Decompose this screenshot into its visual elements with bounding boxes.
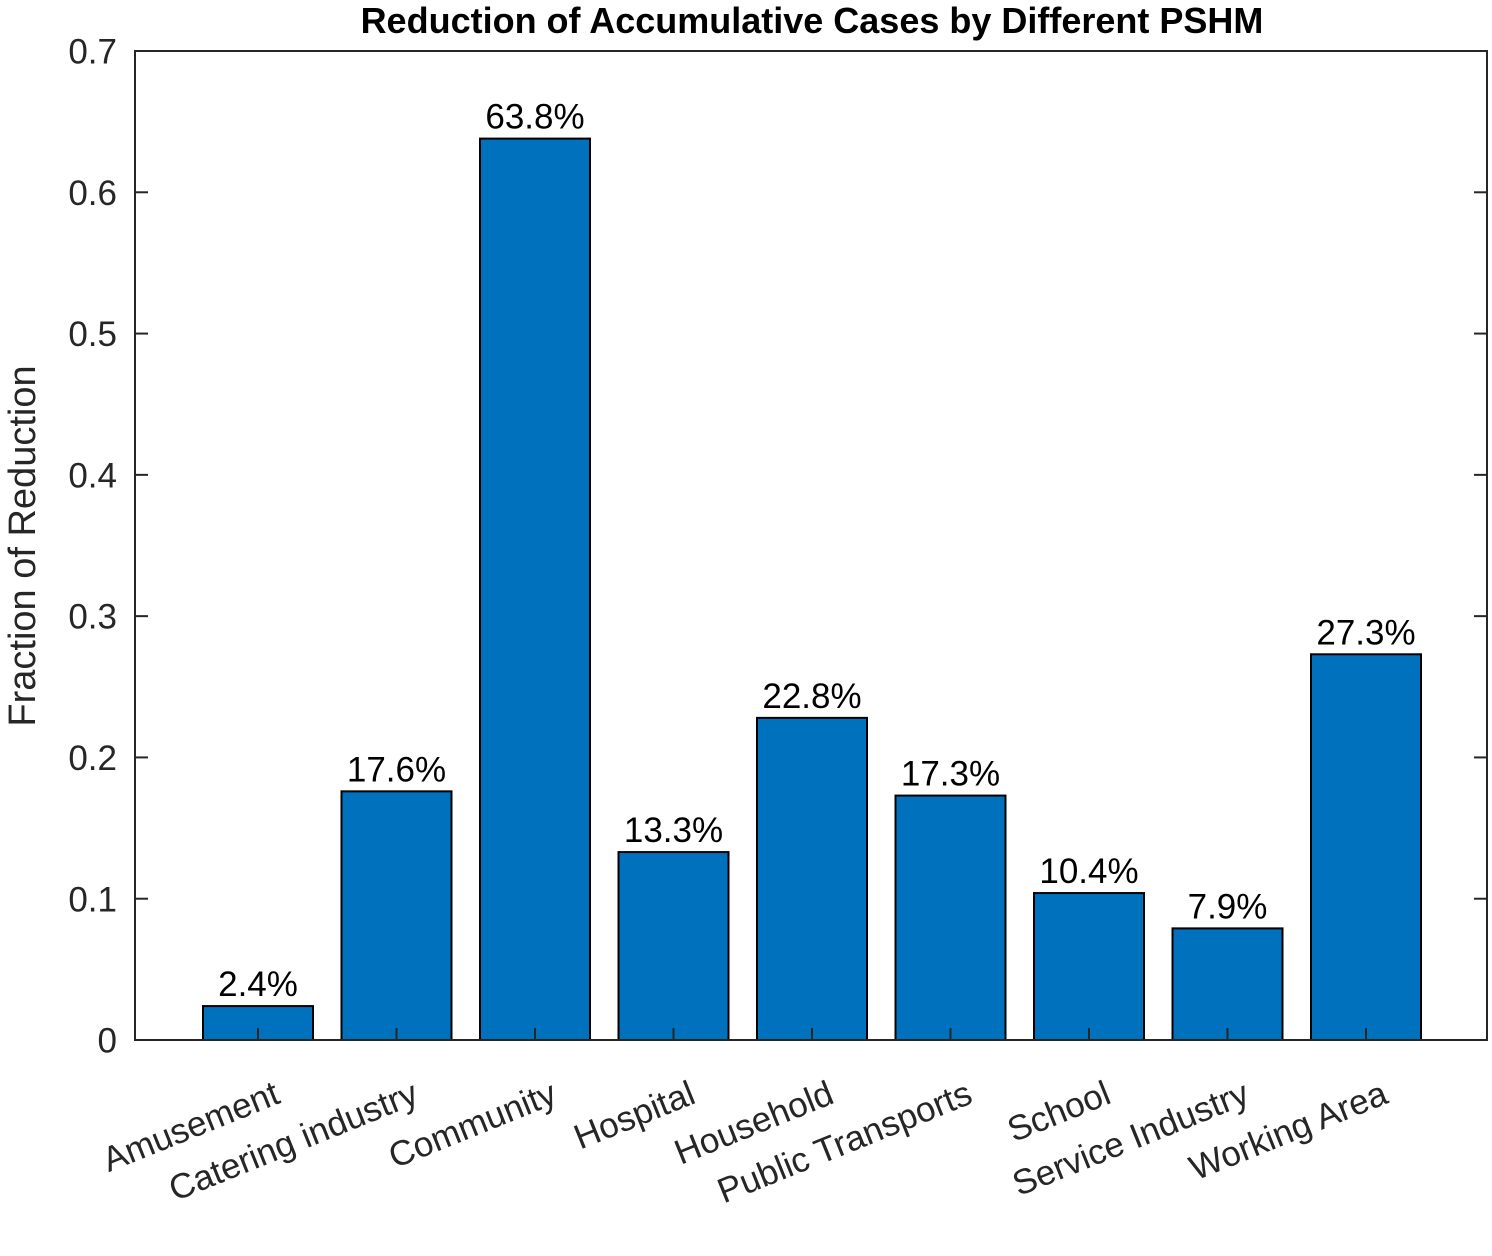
data-label-7: 7.9% bbox=[1188, 887, 1268, 926]
data-label-3: 13.3% bbox=[624, 811, 723, 850]
bar-1 bbox=[340, 790, 453, 1042]
data-label-4: 22.8% bbox=[762, 677, 861, 716]
y-tick-label-7: 0.7 bbox=[68, 33, 117, 72]
y-tick-label-4: 0.4 bbox=[68, 456, 117, 495]
data-label-6: 10.4% bbox=[1039, 852, 1138, 891]
data-labels-group: 2.4% 17.6% 63.8% 13.3% 22.8% 17.3% 10.4% 7.9% 27… bbox=[218, 98, 1416, 1004]
bars-group bbox=[202, 137, 1422, 1042]
data-label-8: 27.3% bbox=[1316, 613, 1415, 652]
y-tick-label-6: 0.6 bbox=[68, 174, 117, 213]
y-axis-label: Fraction of Reduction bbox=[2, 365, 44, 726]
bar-5 bbox=[894, 794, 1007, 1042]
data-label-5: 17.3% bbox=[901, 755, 1000, 794]
y-tick-label-3: 0.3 bbox=[68, 598, 117, 637]
bar-2 bbox=[479, 137, 591, 1041]
y-tick-label-1: 0.1 bbox=[68, 880, 117, 919]
y-tick-label-2: 0.2 bbox=[68, 739, 117, 778]
bar-4 bbox=[756, 716, 868, 1042]
chart-title: Reduction of Accumulative Cases by Diffe… bbox=[361, 0, 1264, 41]
y-axis-ticks: 0 0.1 0.2 0.3 0.4 0.5 0.6 0.7 bbox=[68, 33, 1487, 1061]
bar-6 bbox=[1033, 892, 1145, 1042]
y-tick-label-5: 0.5 bbox=[68, 315, 117, 354]
data-label-1: 17.6% bbox=[347, 750, 446, 789]
data-label-0: 2.4% bbox=[218, 965, 298, 1004]
y-tick-label-0: 0 bbox=[98, 1022, 117, 1061]
bar-8 bbox=[1310, 653, 1422, 1041]
bar-7 bbox=[1171, 927, 1284, 1041]
bar-3 bbox=[617, 851, 730, 1042]
data-label-2: 63.8% bbox=[485, 98, 584, 137]
